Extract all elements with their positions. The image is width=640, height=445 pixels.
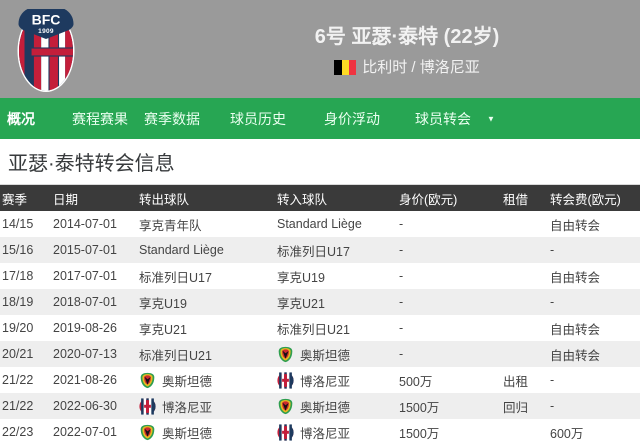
svg-text:1909: 1909 [38,28,54,35]
svg-text:BFC: BFC [32,12,61,28]
